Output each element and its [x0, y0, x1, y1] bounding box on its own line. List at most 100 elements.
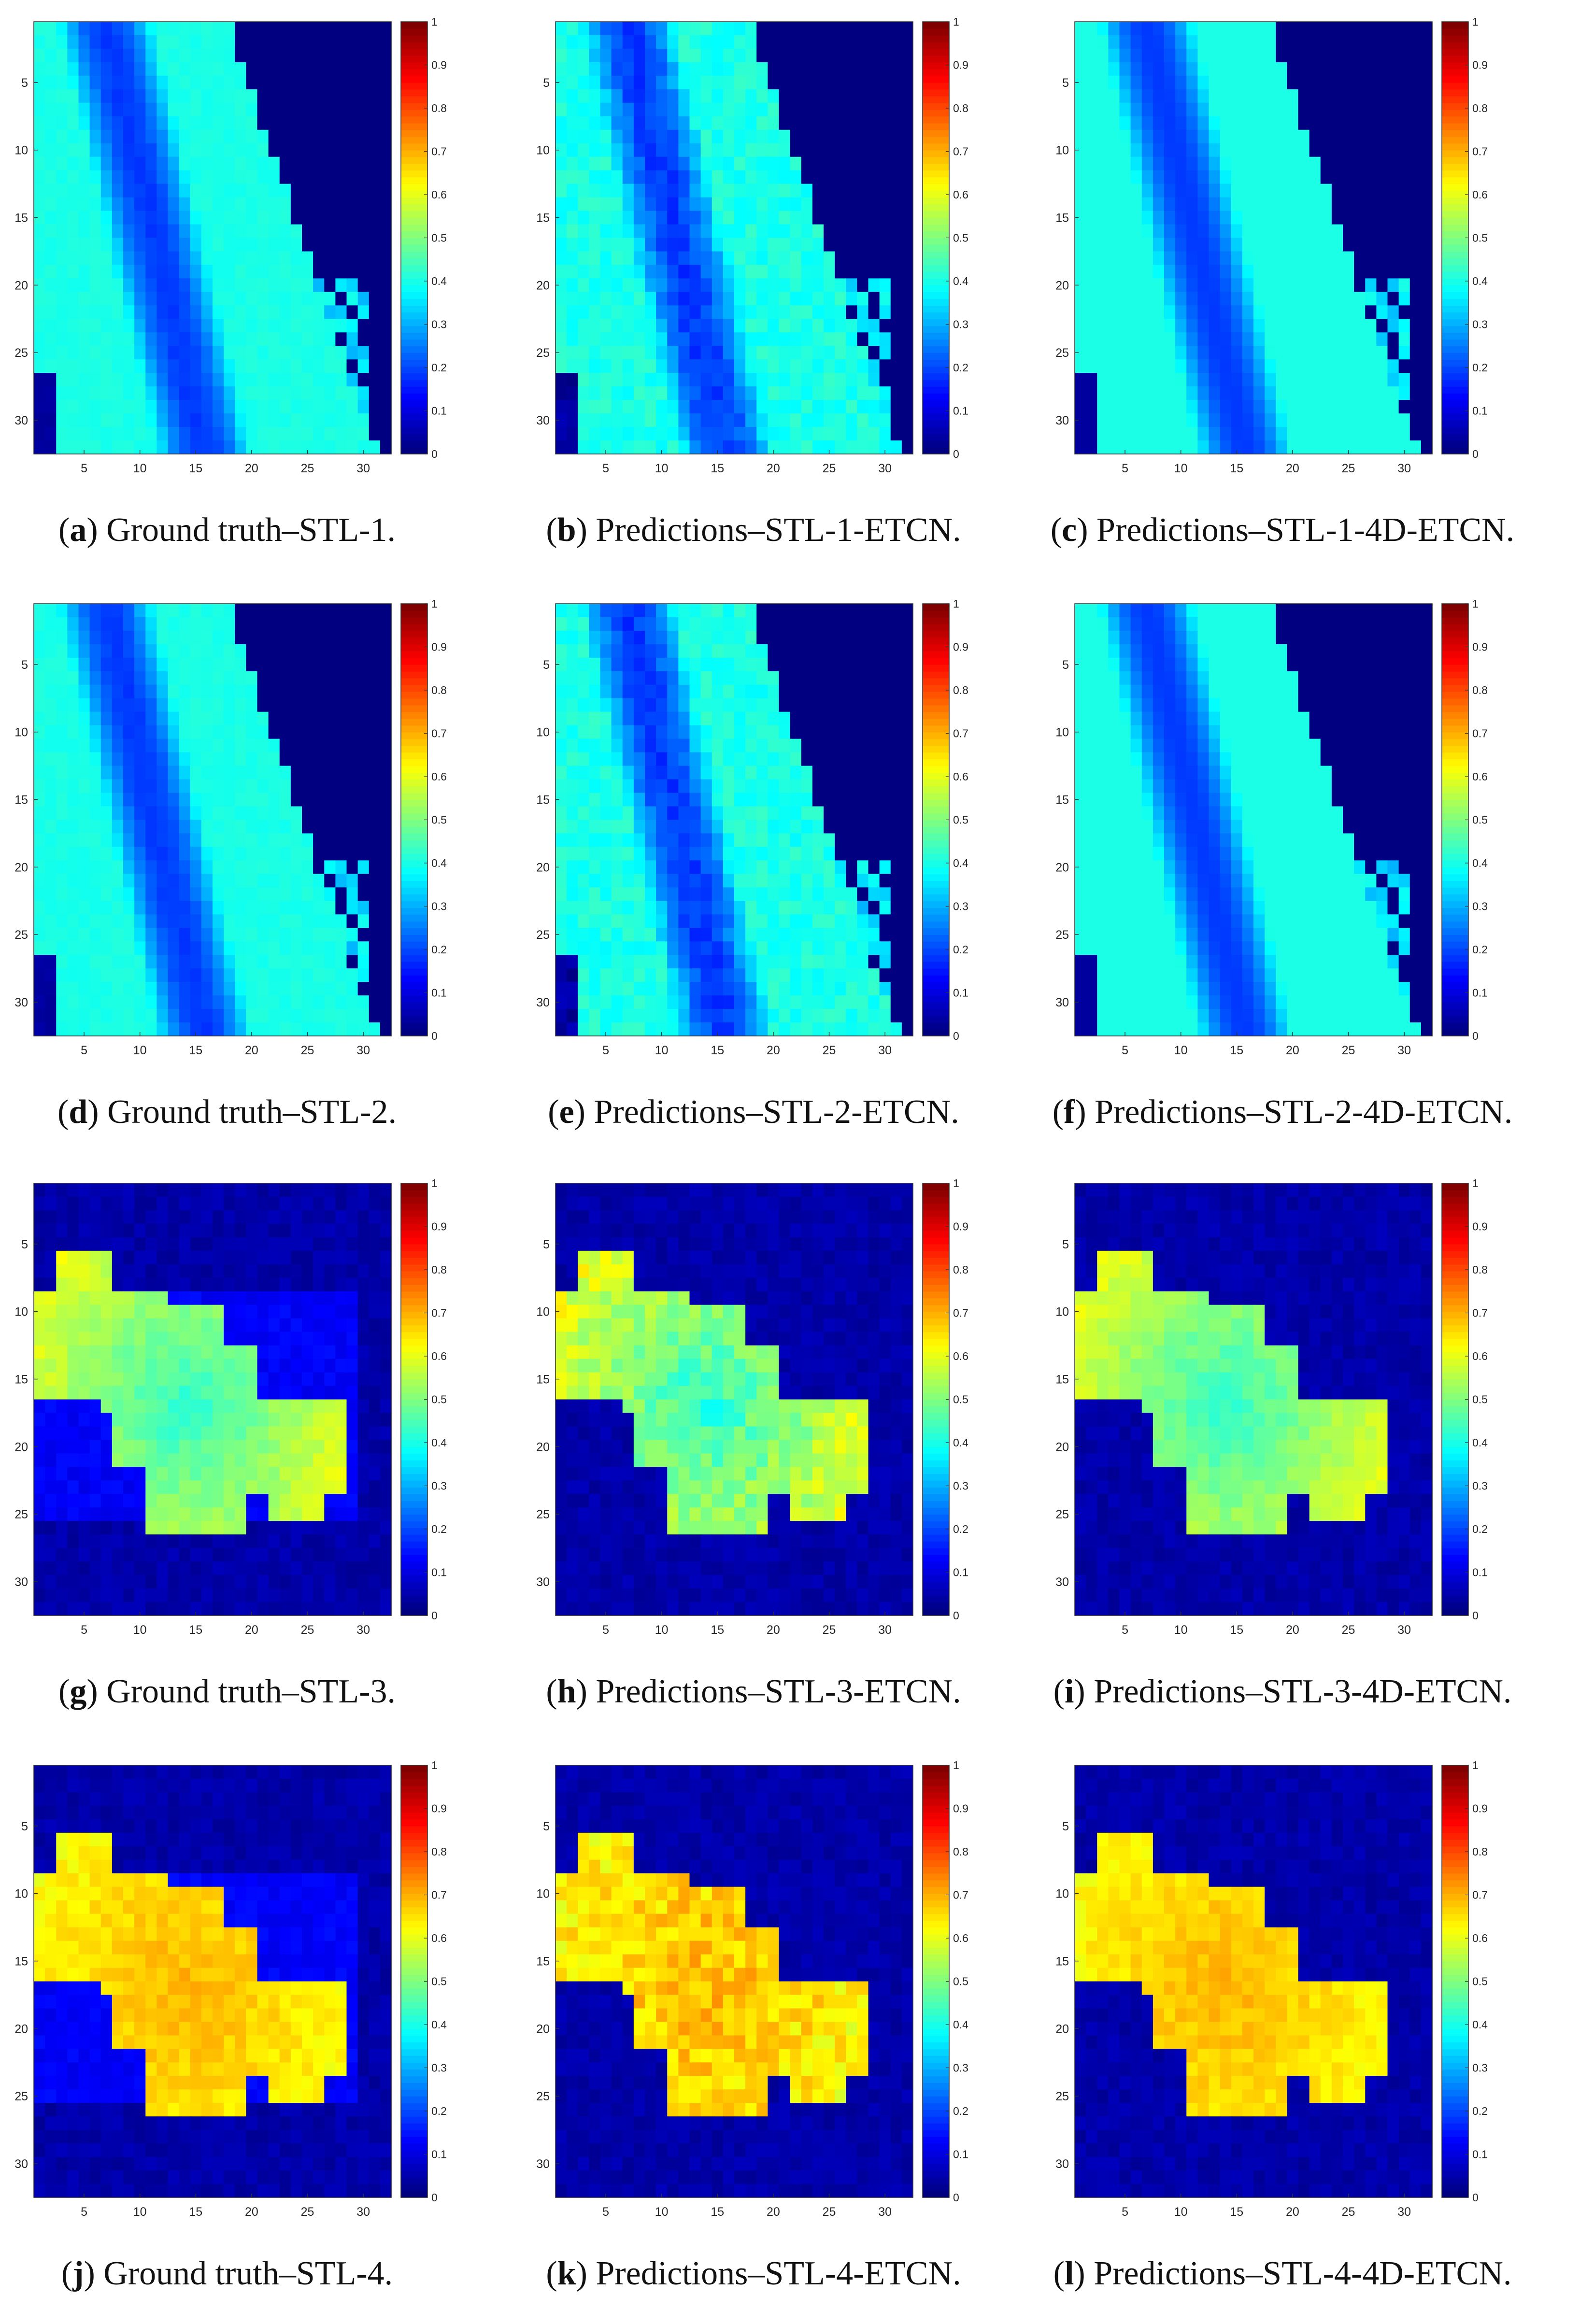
heatmap-cell	[279, 305, 291, 319]
heatmap-cell	[1220, 129, 1232, 144]
heatmap-cell	[213, 698, 224, 712]
heatmap-cell	[1141, 116, 1153, 130]
heatmap-cell	[745, 116, 757, 130]
heatmap-cell	[1398, 265, 1410, 279]
heatmap-cell	[1197, 197, 1210, 212]
heatmap-cell	[611, 62, 623, 76]
heatmap-cell	[112, 224, 124, 239]
colorbar-segment	[401, 1016, 427, 1023]
heatmap-cell	[678, 765, 690, 780]
heatmap-cell	[112, 914, 124, 928]
heatmap-cell	[179, 833, 191, 848]
x-tick-label: 15	[189, 462, 202, 475]
heatmap-cell	[302, 833, 313, 848]
heatmap-cell	[1075, 48, 1086, 63]
heatmap-cell	[656, 22, 668, 36]
heatmap-cell	[600, 765, 612, 780]
heatmap-cell	[824, 62, 835, 76]
heatmap-cell	[145, 197, 157, 212]
heatmap-cell	[1309, 332, 1321, 346]
heatmap-cell	[67, 413, 79, 427]
heatmap-cell	[712, 684, 724, 699]
heatmap-cell	[678, 332, 690, 346]
heatmap-cell	[633, 604, 645, 618]
heatmap-cell	[213, 806, 224, 821]
heatmap-cell	[313, 671, 325, 685]
heatmap-cell	[1320, 116, 1332, 130]
heatmap-cell	[1343, 373, 1354, 387]
heatmap-cell	[346, 170, 358, 184]
heatmap-cell	[857, 251, 869, 266]
heatmap-cell	[1331, 359, 1343, 373]
heatmap-cell	[268, 901, 280, 915]
heatmap-cell	[268, 62, 280, 76]
heatmap-cell	[67, 698, 79, 712]
heatmap-cell	[600, 305, 612, 319]
heatmap-cell	[380, 197, 392, 212]
heatmap-cell	[622, 48, 634, 63]
heatmap-cell	[45, 860, 57, 874]
heatmap-cell	[290, 346, 302, 360]
heatmap-cell	[1231, 238, 1243, 252]
heatmap-cell	[589, 725, 601, 739]
heatmap-cell	[346, 968, 358, 982]
heatmap-cell	[134, 170, 146, 184]
heatmap-cell	[890, 251, 902, 266]
heatmap-cell	[145, 847, 157, 861]
heatmap-cell	[846, 156, 857, 171]
heatmap-cell	[600, 129, 612, 144]
colorbar-segment	[1442, 292, 1468, 299]
heatmap-cell	[600, 143, 612, 157]
heatmap-cell	[857, 440, 869, 454]
heatmap-cell	[678, 211, 690, 225]
heatmap-cell	[901, 630, 913, 645]
heatmap-cell	[645, 116, 656, 130]
colorbar-tick-label: 0	[953, 448, 959, 460]
heatmap-cell	[734, 711, 746, 726]
heatmap-cell	[112, 644, 124, 658]
heatmap-cell	[134, 265, 146, 279]
colorbar-segment	[401, 339, 427, 346]
heatmap-cell	[1119, 440, 1131, 454]
heatmap-cell	[56, 346, 68, 360]
colorbar-segment	[401, 48, 427, 56]
heatmap-cell	[768, 265, 780, 279]
heatmap-cell	[589, 346, 601, 360]
heatmap-cell	[667, 305, 679, 319]
heatmap-cell	[567, 765, 578, 780]
heatmap-cell	[801, 238, 813, 252]
heatmap-cell	[1153, 278, 1165, 292]
heatmap-cell	[201, 901, 213, 915]
heatmap-cell	[779, 211, 791, 225]
heatmap-cell	[335, 440, 347, 454]
heatmap-cells-b	[555, 22, 913, 454]
heatmap-cell	[1409, 440, 1422, 454]
heatmap-cell	[346, 440, 358, 454]
heatmap-cell	[1354, 143, 1366, 157]
colorbar-segment	[401, 204, 427, 212]
heatmap-cell	[779, 440, 791, 454]
heatmap-cell	[201, 346, 213, 360]
heatmap-cell	[168, 211, 180, 225]
heatmap-cell	[756, 644, 768, 658]
heatmap-cell	[257, 833, 269, 848]
heatmap-cell	[1320, 427, 1332, 441]
heatmap-cell	[213, 752, 224, 766]
heatmap-cell	[824, 75, 835, 90]
heatmap-cell	[78, 968, 90, 982]
heatmap-cell	[268, 332, 280, 346]
heatmap-cell	[723, 35, 735, 49]
heatmap-cell	[67, 630, 79, 645]
heatmap-cell	[335, 914, 347, 928]
heatmap-cell	[567, 278, 578, 292]
heatmap-cell	[67, 400, 79, 414]
heatmap-cell	[1253, 211, 1265, 225]
heatmap-cell	[89, 89, 101, 103]
heatmap-cell	[1209, 292, 1221, 306]
heatmap-cell	[745, 657, 757, 672]
heatmap-cell	[134, 982, 146, 996]
heatmap-cell	[112, 413, 124, 427]
heatmap-cell	[667, 765, 679, 780]
heatmap-cell	[723, 170, 735, 184]
colorbar-segment	[401, 786, 427, 794]
